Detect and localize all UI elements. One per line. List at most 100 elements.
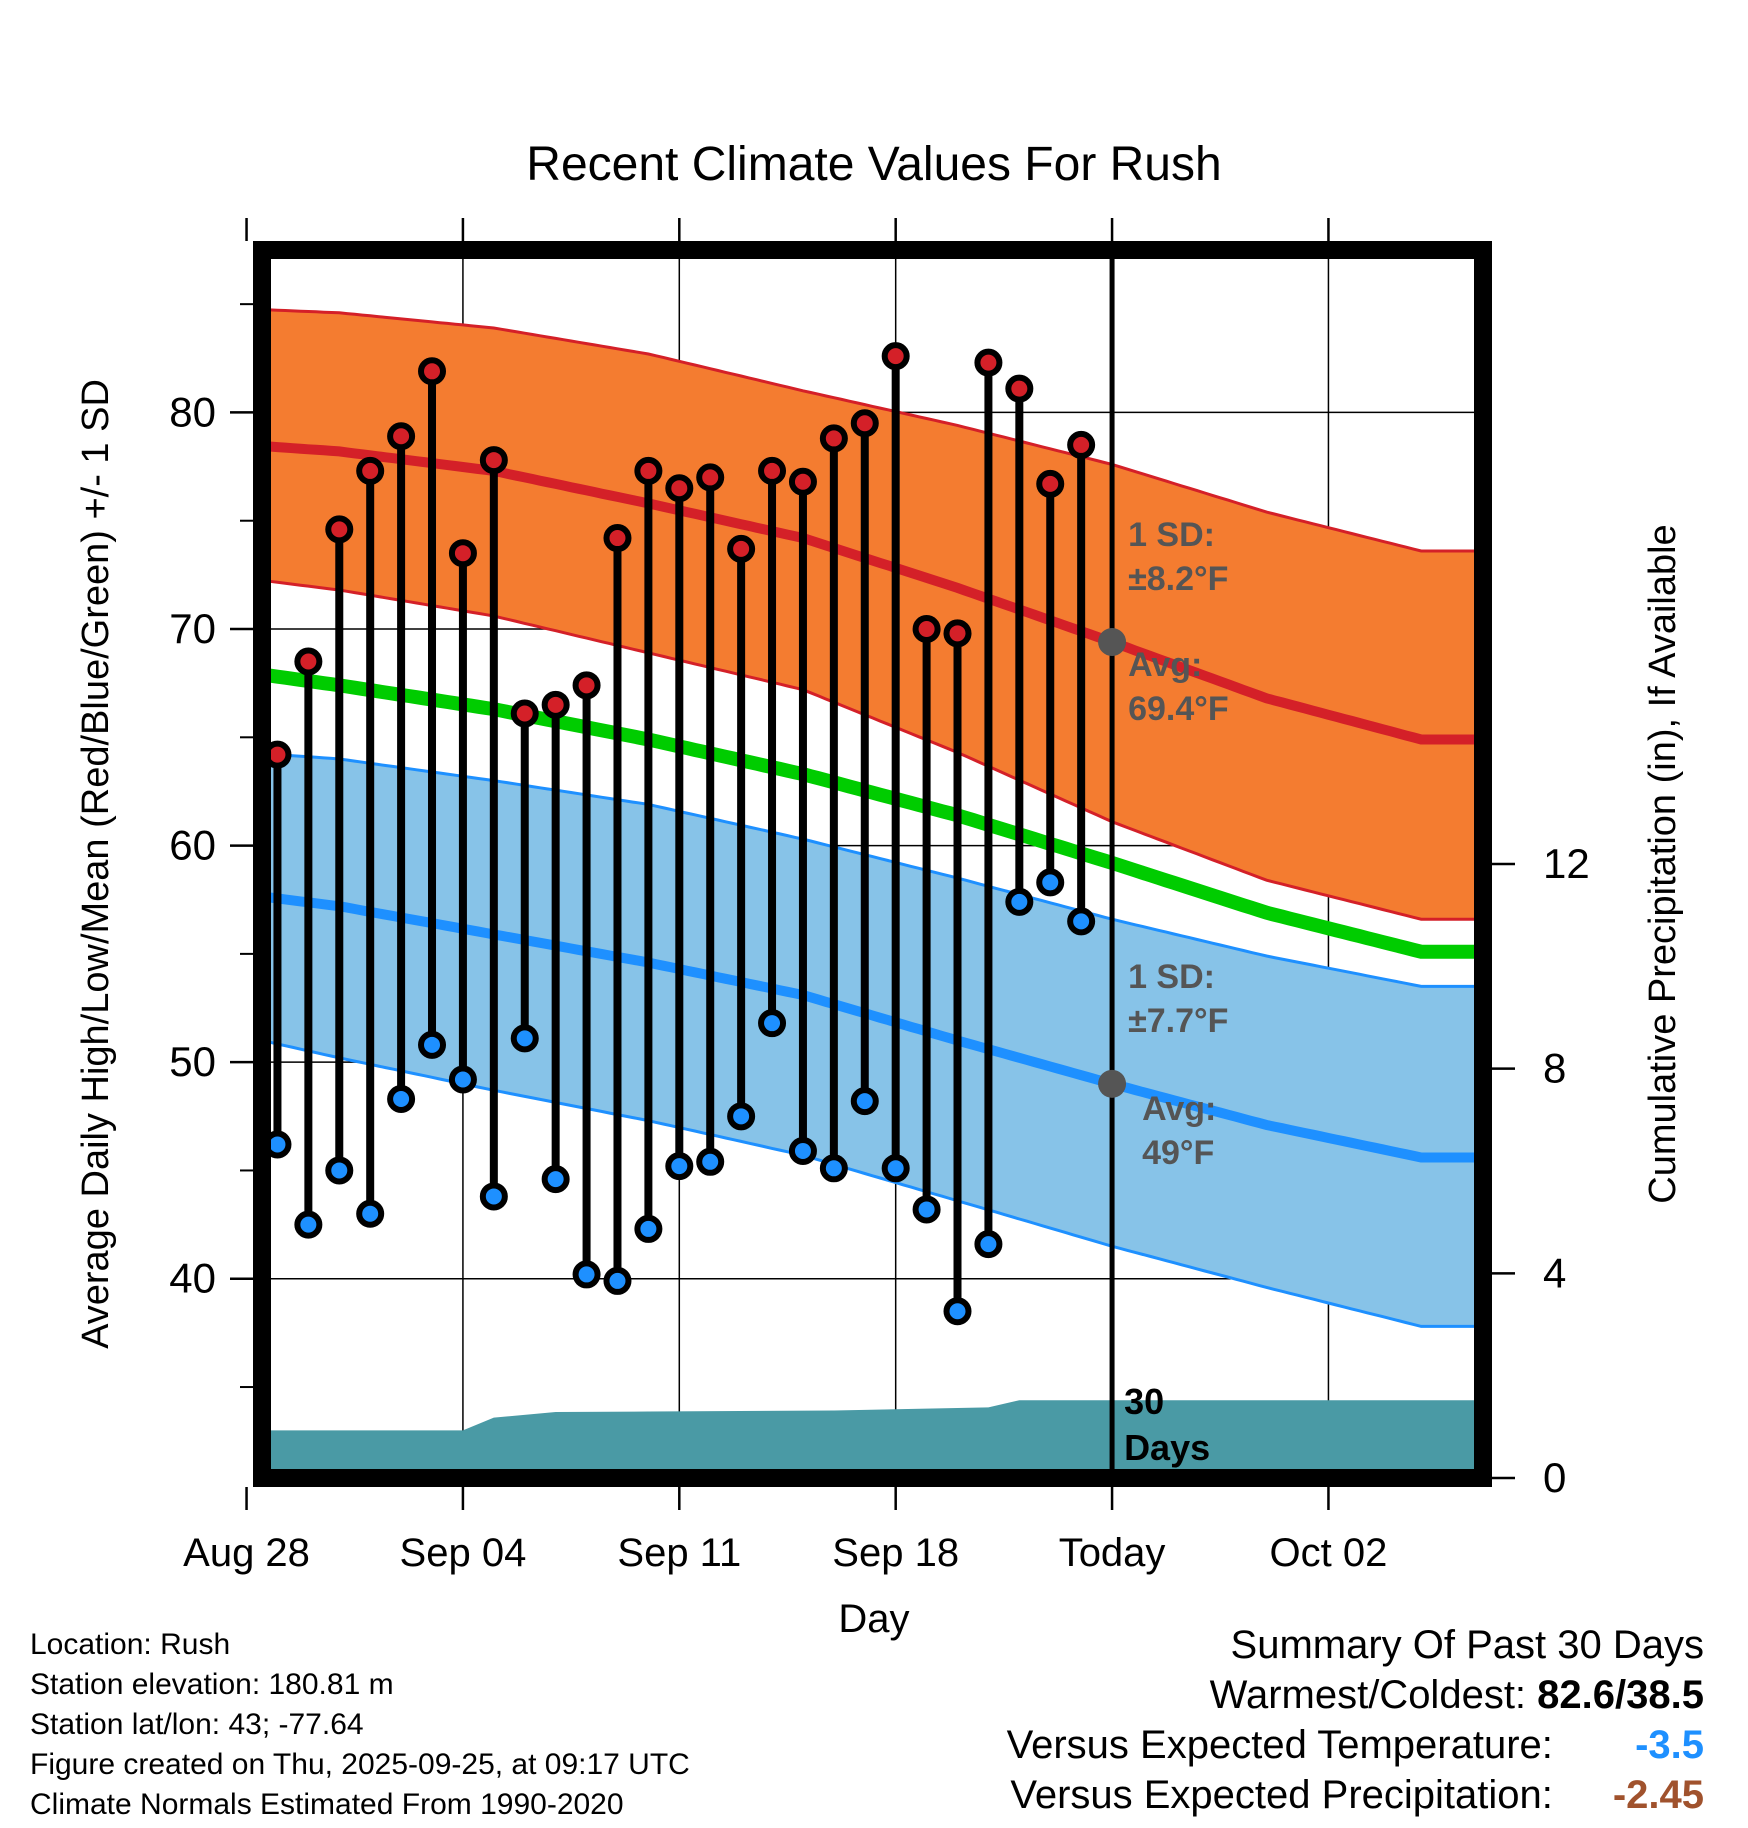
y2-tick-label: 8 — [1543, 1045, 1566, 1092]
station-info: Location: Rush Station elevation: 180.81… — [30, 1625, 690, 1825]
daily-high-point — [1036, 469, 1065, 498]
y-tick-label: 70 — [169, 605, 216, 652]
today-high-avg-marker — [1098, 628, 1127, 657]
daily-high-point — [510, 699, 539, 728]
daily-high-point — [974, 348, 1003, 377]
daily-low-point — [448, 1065, 477, 1094]
daily-high-point — [850, 409, 879, 438]
daily-low-point — [943, 1297, 972, 1326]
summary-warmest-row: Warmest/Coldest: 82.6/38.5 — [1007, 1670, 1704, 1720]
daily-low-point — [572, 1260, 601, 1289]
daily-high-point — [479, 446, 508, 475]
daily-low-point — [1036, 868, 1065, 897]
high-band-upper-edge — [262, 308, 1483, 553]
low-sd-band — [262, 753, 1483, 1327]
chart-title: Recent Climate Values For Rush — [526, 138, 1221, 191]
daily-high-point — [1005, 374, 1034, 403]
daily-low-point — [479, 1182, 508, 1211]
y-tick-label: 50 — [169, 1038, 216, 1085]
high-sd-band — [262, 309, 1483, 920]
daily-low-point — [1005, 887, 1034, 916]
daily-high-point — [696, 463, 725, 492]
low-sd-value: ±7.7°F — [1128, 1002, 1228, 1040]
high-band-lower-edge — [262, 578, 1483, 921]
temp-deviation-label: Versus Expected Temperature: — [1006, 1723, 1553, 1767]
y-tick-label: 60 — [169, 822, 216, 869]
high-avg-label: Avg: — [1128, 646, 1202, 684]
daily-high-point — [603, 524, 632, 553]
avg-low-line — [262, 891, 1483, 1163]
today-low-avg-marker — [1098, 1069, 1127, 1098]
today-days-label: 30 Days — [1124, 1381, 1210, 1468]
plot-frame — [253, 241, 1492, 1487]
daily-low-point — [788, 1136, 817, 1165]
x-tick-label: Oct 02 — [1270, 1531, 1388, 1575]
precip-deviation-value: -2.45 — [1612, 1773, 1704, 1817]
precip-deviation-label: Versus Expected Precipitation: — [1010, 1773, 1553, 1817]
daily-high-point — [819, 424, 848, 453]
summary-title: Summary Of Past 30 Days — [1230, 1623, 1704, 1667]
daily-low-point — [418, 1030, 447, 1059]
high-sd-value: ±8.2°F — [1128, 560, 1228, 598]
daily-high-point — [387, 422, 416, 451]
y2-tick-label: 0 — [1543, 1454, 1566, 1501]
daily-high-point — [788, 467, 817, 496]
daily-low-point — [541, 1165, 570, 1194]
summary-precip-row: Versus Expected Precipitation: -2.45 — [1007, 1770, 1704, 1820]
y-tick-label: 80 — [169, 388, 216, 435]
daily-low-point — [510, 1024, 539, 1053]
daily-low-point — [696, 1147, 725, 1176]
y-axis-label: Average Daily High/Low/Mean (Red/Blue/Gr… — [75, 379, 117, 1349]
daily-high-point — [881, 342, 910, 371]
daily-low-point — [727, 1102, 756, 1131]
daily-high-point — [448, 539, 477, 568]
daily-high-point — [912, 615, 941, 644]
daily-low-point — [974, 1230, 1003, 1259]
daily-low-point — [387, 1084, 416, 1113]
avg-mean-line — [262, 667, 1483, 959]
precip-area — [262, 1400, 1483, 1478]
temp-deviation-value: -3.5 — [1635, 1723, 1704, 1767]
daily-high-point — [727, 534, 756, 563]
warmest-label: Warmest/Coldest: — [1209, 1673, 1527, 1717]
daily-high-point — [665, 474, 694, 503]
warmest-value: 82.6/38.5 — [1537, 1673, 1704, 1717]
daily-high-point — [1067, 430, 1096, 459]
y-tick-label: 40 — [169, 1255, 216, 1302]
daily-low-point — [758, 1009, 787, 1038]
daily-high-point — [758, 456, 787, 485]
y2-tick-label: 12 — [1543, 840, 1590, 887]
y2-axis-label: Cumulative Precipitation (in), If Availa… — [1642, 524, 1684, 1203]
elevation-text: Station elevation: 180.81 m — [30, 1668, 394, 1701]
daily-low-point — [881, 1154, 910, 1183]
daily-high-point — [325, 515, 354, 544]
low-avg-value: 49°F — [1142, 1134, 1214, 1172]
latlon-text: Station lat/lon: 43; -77.64 — [30, 1708, 364, 1741]
today-days-label-line: 30 — [1124, 1381, 1164, 1422]
x-tick-label: Today — [1059, 1531, 1166, 1575]
summary-panel: Summary Of Past 30 Days Warmest/Coldest:… — [1007, 1620, 1704, 1820]
x-axis-label: Day — [838, 1597, 909, 1641]
daily-high-point — [541, 690, 570, 719]
today-days-label-line: Days — [1124, 1427, 1210, 1468]
daily-high-point — [634, 456, 663, 485]
daily-high-point — [294, 647, 323, 676]
daily-low-point — [850, 1087, 879, 1116]
daily-high-point — [943, 619, 972, 648]
x-tick-label: Sep 11 — [617, 1531, 741, 1575]
daily-low-point — [356, 1199, 385, 1228]
daily-low-point — [912, 1195, 941, 1224]
daily-low-point — [294, 1210, 323, 1239]
high-avg-value: 69.4°F — [1128, 690, 1229, 728]
daily-low-point — [634, 1214, 663, 1243]
location-text: Location: Rush — [30, 1628, 231, 1661]
x-tick-label: Aug 28 — [183, 1531, 310, 1575]
normals-text: Climate Normals Estimated From 1990-2020 — [30, 1788, 624, 1821]
daily-low-point — [1067, 907, 1096, 936]
daily-low-point — [819, 1154, 848, 1183]
summary-temp-row: Versus Expected Temperature: -3.5 — [1007, 1720, 1704, 1770]
x-tick-label: Sep 04 — [400, 1531, 527, 1575]
daily-low-point — [665, 1152, 694, 1181]
low-band-upper-edge — [262, 751, 1483, 988]
